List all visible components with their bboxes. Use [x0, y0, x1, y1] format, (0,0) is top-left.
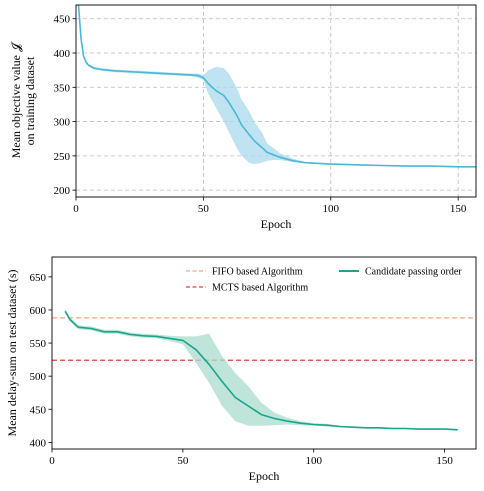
x-tick-label: 150: [436, 455, 453, 467]
x-axis-label: Epoch: [261, 217, 292, 231]
y-tick-label: 400: [54, 48, 71, 60]
y-tick-label: 450: [54, 14, 71, 26]
y-tick-label: 550: [30, 338, 47, 350]
axes-frame: [51, 256, 477, 450]
chart-1: 0 50 100 150 200 250 300 350 400 450 Epoch Mean obj…: [9, 4, 477, 231]
legend-label: Candidate passing order: [365, 267, 462, 278]
x-tick-label: 0: [73, 203, 79, 215]
legend-label: MCTS based Algorithm: [212, 283, 308, 294]
x-tick-label: 50: [198, 203, 210, 215]
x-tick-label: 0: [49, 455, 55, 467]
y-tick-label: 400: [30, 437, 47, 449]
x-tick-label: 150: [450, 203, 467, 215]
x-axis-label: Epoch: [249, 469, 280, 483]
confidence-band: [65, 308, 458, 431]
y-axis-label: on training dataset: [23, 56, 37, 145]
y-tick-label: 350: [54, 82, 71, 94]
y-tick-label: 650: [30, 272, 47, 284]
series-line: [64, 310, 458, 431]
y-tick-label: 250: [54, 151, 71, 163]
x-tick-label: 100: [305, 455, 322, 467]
x-tick-label: 50: [177, 455, 189, 467]
axes-frame: [75, 4, 477, 198]
y-tick-label: 600: [30, 305, 47, 317]
confidence-band: [78, 5, 476, 168]
series-line: [77, 5, 476, 168]
plot-area: [52, 308, 476, 431]
y-tick-label: 500: [30, 371, 47, 383]
legend-label: FIFO based Algorithm: [212, 267, 303, 278]
chart-2: 0 50 100 150 400 450 500 550 600 650 Epoch Mean del…: [5, 256, 477, 483]
x-tick-label: 100: [323, 203, 340, 215]
y-tick-label: 300: [54, 117, 71, 129]
plot-area: [77, 5, 476, 168]
legend: FIFO based Algorithm MCTS based Algorithm…: [186, 267, 462, 294]
y-axis-label: Mean delay-sum on test dataset (s): [5, 270, 19, 437]
y-axis-label: Mean objective value 𝓙: [9, 41, 23, 158]
y-tick-label: 450: [30, 404, 47, 416]
y-tick-label: 200: [54, 185, 71, 197]
